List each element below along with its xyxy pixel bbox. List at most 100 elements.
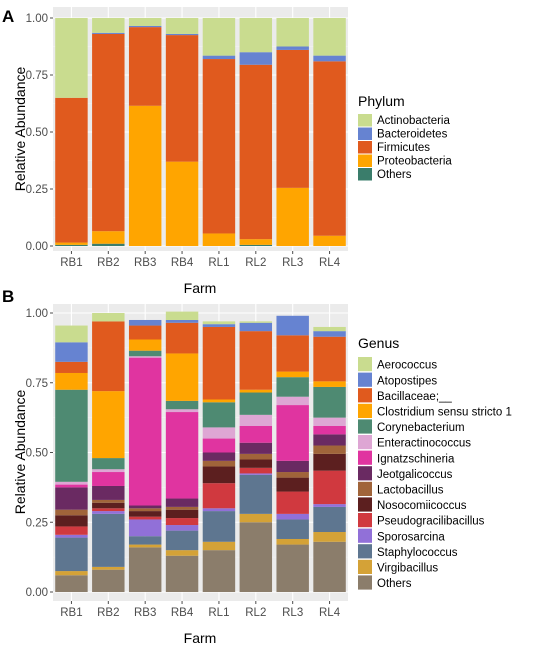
bar-rb3-bacillaceae (128, 325, 162, 340)
bar-rb4-nosocomiicoccus (165, 509, 199, 519)
bar-rb4-atopostipes (165, 319, 199, 323)
panel-b-y-ticks: 0.00 0.25 0.50 0.75 1.00 (26, 308, 53, 599)
bar-rb4-actinobacteria (165, 18, 199, 34)
bar-rl3-others (276, 544, 309, 592)
x-tick-label-rb4: RB4 (171, 607, 194, 619)
bar-rl4-corynebacterium (313, 386, 346, 418)
bar-rb1-bacillaceae (55, 361, 88, 373)
bar-rb3-pseudogracilibacillus (128, 516, 162, 520)
bar-rl3-bacteroidetes (276, 46, 309, 50)
bar-rl3-corynebacterium (276, 377, 309, 397)
legend-item-ignatzschineria: Ignatzschineria (358, 450, 455, 465)
legend-label: Virgibacillus (377, 563, 438, 575)
bar-rl1-others (202, 550, 236, 592)
bar-rb2-others (92, 569, 125, 592)
bar-rl3-staphylococcus (276, 519, 309, 539)
bar-rl2-actinobacteria (239, 18, 273, 53)
legend-swatch (358, 114, 372, 127)
bar-rb1-ignatzschineria (55, 484, 88, 488)
legend-swatch (358, 372, 372, 387)
bar-rl4-firmicutes (313, 61, 346, 236)
bar-rb3-nosocomiicoccus (128, 511, 162, 517)
legend-label: Corynebacterium (377, 422, 465, 434)
bar-rl1-enteractinococcus (202, 427, 236, 439)
bar-rb4-bacteroidetes (165, 33, 199, 36)
legend-item-virgibacillus: Virgibacillus (358, 559, 438, 575)
y-tick-label: 0.25 (26, 184, 48, 196)
bar-rb3-sporosarcina (128, 519, 162, 537)
bar-rl2-clostridium-sensu-stricto-1 (239, 389, 273, 393)
legend-label: Pseudogracilibacillus (377, 516, 485, 528)
bar-rb1-staphylococcus (55, 537, 88, 572)
bar-rl3-enteractinococcus (276, 396, 309, 406)
x-tick-label-rl1: RL1 (208, 607, 229, 619)
bar-rl2-ignatzschineria (239, 425, 273, 443)
bar-rl4-bacteroidetes (313, 55, 346, 62)
panel-a-legend: Phylum Actinobacteria BacteroidetesFirmic… (358, 93, 452, 181)
bar-rb2-firmicutes (92, 33, 125, 232)
bar-rl3-nosocomiicoccus (276, 477, 309, 492)
bar-rl1-clostridium-sensu-stricto-1 (202, 399, 236, 403)
bar-rb1-sporosarcina (55, 534, 88, 538)
bar-rl2-pseudogracilibacillus (239, 467, 273, 474)
bar-rb4-proteobacteria (165, 161, 199, 246)
bar-rl1-nosocomiicoccus (202, 466, 236, 484)
bar-rl2-virgibacillus (239, 513, 273, 523)
bar-rl2-aerococcus (239, 321, 273, 323)
bar-rl4-sporosarcina (313, 504, 346, 507)
bar-rl4-clostridium-sensu-stricto-1 (313, 381, 346, 387)
y-tick-label: 0.00 (26, 587, 48, 599)
bar-rb4-virgibacillus (165, 550, 199, 556)
x-tick-label-rl3: RL3 (282, 607, 303, 619)
bar-rl2-firmicutes (239, 64, 273, 240)
bar-rb4-corynebacterium (165, 400, 199, 410)
legend-swatch (358, 388, 372, 403)
bar-rl3-ignatzschineria (276, 405, 309, 461)
bar-rl1-bacteroidetes (202, 55, 236, 60)
bar-rb1-pseudogracilibacillus (55, 526, 88, 535)
bar-rb3-ignatzschineria (128, 357, 162, 506)
bar-rb1-enteractinococcus (55, 481, 88, 485)
legend-item-proteobacteria: Proteobacteria (358, 154, 452, 168)
legend-label: Nosocomiicoccus (377, 500, 467, 512)
bar-rl4-jeotgalicoccus (313, 434, 346, 446)
bar-rb4-ignatzschineria (165, 412, 199, 499)
legend-item-firmicutes: Firmicutes (358, 141, 430, 154)
bar-rb4-enteractinococcus (165, 409, 199, 413)
legend-swatch (358, 513, 372, 528)
bar-rb2-aerococcus (92, 313, 125, 322)
bar-rb3-staphylococcus (128, 536, 162, 545)
bar-rl4-staphylococcus (313, 506, 346, 533)
bar-rl1-virgibacillus (202, 541, 236, 551)
bar-rl4-pseudogracilibacillus (313, 470, 346, 505)
bar-rb3-firmicutes (128, 27, 162, 106)
panel-b-y-axis-title: Relative Abundance (12, 390, 28, 515)
x-tick-label-rl3: RL3 (282, 257, 303, 269)
bar-rb1-nosocomiicoccus (55, 515, 88, 527)
bar-rl4-ignatzschineria (313, 425, 346, 435)
legend-swatch (358, 357, 372, 372)
bar-rl2-nosocomiicoccus (239, 459, 273, 468)
legend-item-bacillaceae: Bacillaceae;__ (358, 388, 452, 403)
bar-rb2-jeotgalicoccus (92, 485, 125, 500)
bar-rb2-staphylococcus (92, 513, 125, 567)
bar-rb4-staphylococcus (165, 530, 199, 551)
bar-rl2-jeotgalicoccus (239, 442, 273, 454)
bar-rb2-pseudogracilibacillus (92, 508, 125, 512)
bar-rb2-bacillaceae (92, 321, 125, 392)
y-tick-label: 0.00 (26, 241, 48, 253)
panel-a-label: A (2, 7, 14, 26)
panel-b-bars (55, 311, 346, 592)
bar-rl3-actinobacteria (276, 18, 309, 47)
bar-rl2-corynebacterium (239, 392, 273, 415)
bar-rl2-atopostipes (239, 322, 273, 332)
bar-rb3-jeotgalicoccus (128, 505, 162, 509)
bar-rb4-firmicutes (165, 35, 199, 162)
legend-item-enteractinococcus: Enteractinococcus (358, 435, 471, 450)
legend-swatch (358, 127, 372, 140)
bar-rl1-pseudogracilibacillus (202, 483, 236, 509)
bar-rb2-nosocomiicoccus (92, 502, 125, 509)
legend-item-nosocomiicoccus: Nosocomiicoccus (358, 497, 467, 512)
panel-a-x-ticks: RB1 RB2 RB3 RB4 RL1 RL2 RL3 RL4 (60, 251, 341, 269)
y-tick-label: 0.75 (26, 70, 48, 82)
